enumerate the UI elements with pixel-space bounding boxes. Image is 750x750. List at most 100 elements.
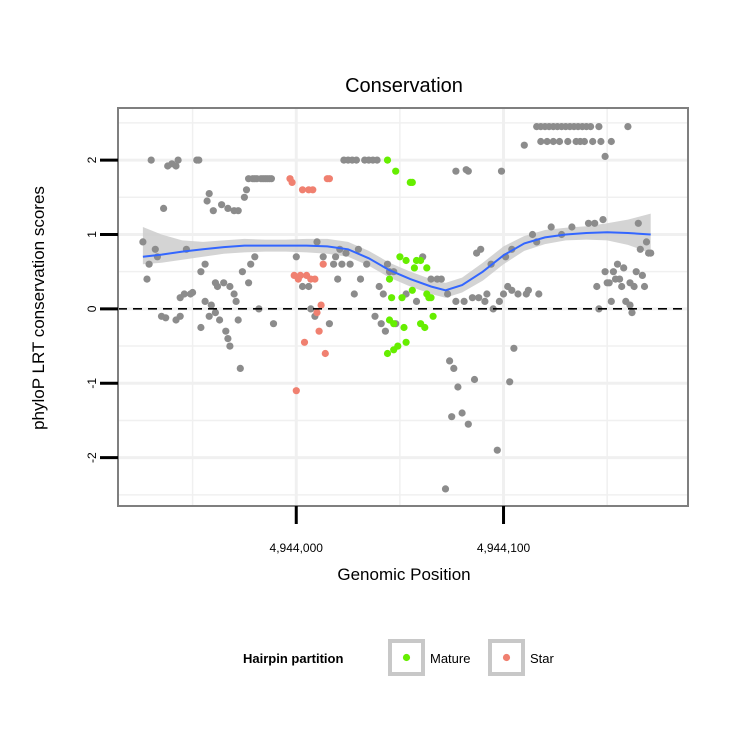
point-other-85 (352, 156, 360, 164)
point-other-125 (477, 245, 485, 253)
point-other-149 (537, 137, 545, 146)
point-other-19 (189, 288, 197, 297)
point-other-27 (205, 190, 213, 198)
point-other-87 (356, 275, 365, 283)
point-other-151 (543, 137, 551, 146)
point-mature-6 (390, 320, 398, 328)
point-other-110 (446, 357, 454, 365)
point-other-66 (292, 253, 300, 261)
point-mature-9 (396, 253, 404, 261)
point-other-53 (247, 260, 255, 268)
point-other-175 (593, 282, 601, 291)
point-other-120 (464, 167, 472, 175)
point-other-41 (226, 342, 234, 350)
point-other-38 (224, 204, 232, 212)
point-star-14 (315, 327, 323, 335)
point-other-39 (224, 335, 232, 343)
point-star-11 (309, 186, 317, 194)
point-other-109 (444, 290, 452, 298)
point-other-23 (197, 323, 205, 332)
point-other-4 (151, 245, 159, 253)
point-other-193 (624, 123, 632, 131)
point-star-6 (298, 186, 307, 194)
point-other-1 (143, 275, 151, 283)
point-other-183 (605, 279, 613, 287)
point-other-115 (454, 383, 462, 391)
point-other-171 (584, 219, 593, 227)
point-other-189 (616, 275, 624, 283)
point-other-95 (377, 320, 385, 328)
point-other-82 (346, 260, 354, 268)
point-mature-1 (383, 349, 392, 358)
x-tick-label-0: 4,944,000 (270, 541, 324, 555)
point-other-180 (601, 152, 609, 160)
point-other-197 (630, 282, 638, 291)
point-mature-21 (421, 323, 429, 332)
legend-swatch-mature (402, 653, 411, 662)
point-other-119 (464, 420, 472, 428)
point-other-161 (564, 137, 572, 146)
legend-swatch-star (502, 653, 511, 662)
point-other-22 (197, 268, 205, 276)
point-other-97 (381, 327, 389, 335)
point-other-136 (506, 378, 514, 386)
plot-panel (118, 108, 688, 506)
point-other-49 (240, 193, 248, 201)
point-mature-26 (429, 312, 437, 320)
point-other-201 (638, 271, 647, 279)
point-other-7 (160, 204, 168, 212)
point-other-50 (242, 186, 251, 194)
point-other-34 (216, 316, 224, 324)
point-other-68 (305, 282, 313, 291)
point-other-114 (452, 167, 460, 175)
point-other-64 (267, 175, 275, 183)
point-mature-13 (402, 338, 410, 346)
point-other-25 (201, 297, 209, 305)
point-star-16 (319, 260, 327, 268)
point-mature-8 (394, 342, 402, 350)
point-other-163 (568, 223, 576, 231)
smooth-curve (142, 231, 651, 292)
point-other-29 (207, 301, 215, 309)
point-mature-17 (410, 264, 418, 272)
point-other-139 (510, 344, 518, 352)
point-other-32 (211, 309, 219, 317)
point-other-133 (499, 290, 508, 298)
point-other-132 (497, 167, 506, 175)
point-mature-0 (383, 156, 392, 164)
point-mature-4 (388, 294, 396, 302)
point-other-157 (555, 137, 564, 146)
point-other-198 (632, 268, 640, 276)
legend-title: Hairpin partition (243, 651, 343, 666)
point-other-26 (203, 197, 211, 205)
point-mature-11 (400, 323, 408, 332)
point-other-36 (220, 279, 228, 287)
point-other-35 (218, 201, 226, 209)
point-other-205 (647, 249, 655, 257)
chart-title: Conservation (345, 75, 463, 97)
point-other-173 (589, 137, 597, 146)
point-other-190 (618, 282, 626, 291)
plot-area (117, 107, 689, 507)
y-axis-ticks: -2 -1 0 1 2 (85, 156, 118, 463)
point-star-13 (313, 309, 321, 317)
point-other-76 (334, 275, 342, 283)
point-other-184 (607, 137, 615, 146)
legend-key-mature (388, 639, 425, 676)
point-other-47 (236, 364, 244, 372)
point-other-116 (458, 409, 466, 417)
x-axis-ticks: 4,944,000 4,944,100 (270, 506, 531, 555)
point-other-117 (460, 297, 468, 305)
point-other-200 (636, 245, 644, 253)
point-other-121 (468, 294, 476, 302)
point-mature-25 (427, 294, 435, 302)
point-other-84 (350, 290, 358, 298)
point-other-93 (373, 156, 381, 164)
point-mature-10 (398, 294, 406, 302)
point-other-21 (195, 156, 203, 164)
point-mature-12 (402, 256, 410, 265)
point-other-78 (338, 260, 346, 268)
point-other-94 (375, 282, 383, 291)
point-other-72 (319, 253, 327, 261)
point-other-24 (201, 260, 209, 268)
